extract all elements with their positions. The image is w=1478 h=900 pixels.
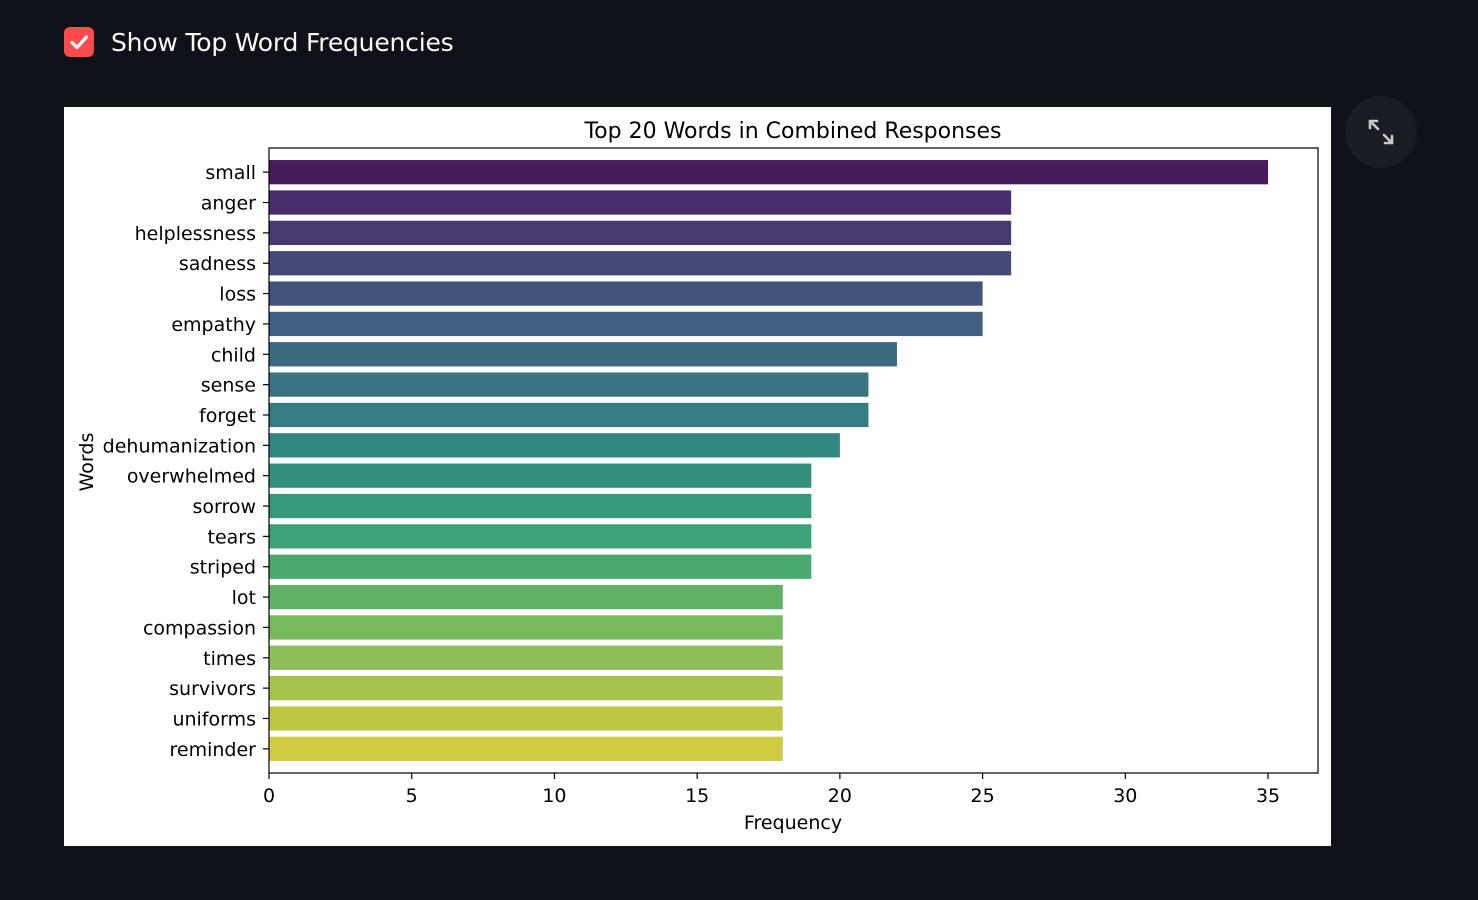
x-tick-label: 30 xyxy=(1113,785,1137,807)
x-tick-label: 5 xyxy=(406,785,418,807)
bar-survivors xyxy=(269,675,783,701)
x-tick-label: 25 xyxy=(971,785,995,807)
y-tick-label: survivors xyxy=(169,678,256,700)
y-tick-label: child xyxy=(211,344,256,366)
y-tick-label: sorrow xyxy=(192,496,256,518)
bar-empathy xyxy=(269,311,983,337)
x-axis-label: Frequency xyxy=(744,812,842,834)
bar-sorrow xyxy=(269,493,812,519)
bar-dehumanization xyxy=(269,433,840,458)
y-tick-label: sadness xyxy=(179,253,256,275)
bar-helplessness xyxy=(269,220,1012,246)
y-tick-label: empathy xyxy=(171,314,256,336)
bars-layer xyxy=(269,160,1269,761)
bar-lot xyxy=(269,584,783,610)
bar-times xyxy=(269,645,783,670)
chart-title: Top 20 Words in Combined Responses xyxy=(583,119,1001,144)
bar-striped xyxy=(269,554,812,579)
y-axis-label: Words xyxy=(76,433,98,492)
axes-frame xyxy=(268,147,1319,774)
x-ticks: 0 5 10 15 20 25 30 35 xyxy=(263,773,1280,807)
y-tick-label: striped xyxy=(190,557,256,579)
y-tick-label: times xyxy=(203,648,256,670)
bar-uniforms xyxy=(269,706,783,731)
y-tick-label: lot xyxy=(232,587,256,609)
bar-sadness xyxy=(269,251,1012,276)
x-tick-label: 35 xyxy=(1256,785,1280,807)
x-tick-label: 10 xyxy=(542,785,566,807)
bar-small xyxy=(269,160,1269,185)
x-tick-label: 15 xyxy=(685,785,709,807)
show-top-word-frequencies-checkbox[interactable]: Show Top Word Frequencies xyxy=(64,24,454,60)
y-tick-label: small xyxy=(205,162,256,184)
checkbox-label: Show Top Word Frequencies xyxy=(111,27,454,57)
bar-forget xyxy=(269,402,869,428)
y-tick-label: tears xyxy=(208,526,257,548)
y-tick-label: uniforms xyxy=(172,708,256,730)
y-tick-label: overwhelmed xyxy=(127,466,256,488)
bar-sense xyxy=(269,372,869,397)
bar-reminder xyxy=(269,736,783,761)
y-tick-label: dehumanization xyxy=(103,435,256,457)
checkbox-box[interactable] xyxy=(64,27,94,57)
x-tick-label: 20 xyxy=(828,785,852,807)
y-tick-label: anger xyxy=(201,193,256,215)
y-tick-label: loss xyxy=(219,284,256,306)
y-ticks: small anger helplessness sadness loss empathy… xyxy=(103,162,269,761)
x-tick-label: 0 xyxy=(263,785,275,807)
bar-tears xyxy=(269,524,812,549)
y-tick-label: reminder xyxy=(170,739,257,761)
bar-chart: Top 20 Words in Combined Responses small… xyxy=(76,119,1319,834)
chart-container: Top 20 Words in Combined Responses small… xyxy=(64,107,1331,846)
y-tick-label: helplessness xyxy=(135,223,256,245)
bar-overwhelmed xyxy=(269,463,812,488)
bar-compassion xyxy=(269,615,783,640)
checkmark-icon xyxy=(70,35,89,50)
y-tick-label: forget xyxy=(199,405,256,427)
bar-loss xyxy=(269,281,983,306)
expand-icon xyxy=(1368,119,1394,145)
fullscreen-expand-button[interactable] xyxy=(1345,96,1417,168)
bar-child xyxy=(269,342,897,367)
bar-anger xyxy=(269,190,1012,215)
y-tick-label: compassion xyxy=(143,617,256,639)
y-tick-label: sense xyxy=(201,375,256,397)
